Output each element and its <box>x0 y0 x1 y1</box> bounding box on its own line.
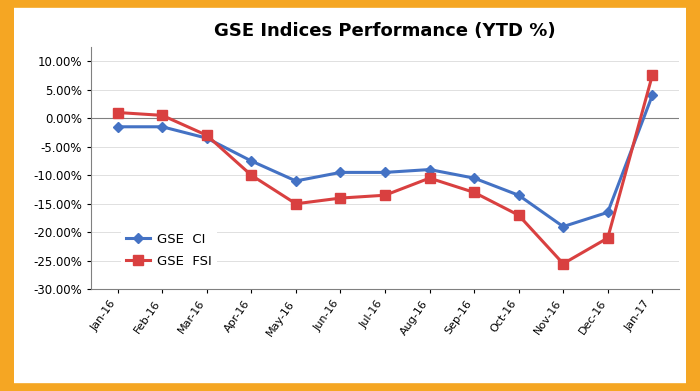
GSE  CI <box>113 124 122 129</box>
Line: GSE  FSI: GSE FSI <box>113 71 657 269</box>
GSE  FSI <box>158 113 167 118</box>
GSE  CI <box>202 136 211 140</box>
GSE  CI <box>247 159 256 163</box>
Line: GSE  CI: GSE CI <box>114 91 656 230</box>
GSE  CI <box>292 179 300 183</box>
GSE  CI <box>336 170 344 175</box>
GSE  CI <box>603 210 612 215</box>
GSE  CI <box>158 124 167 129</box>
GSE  FSI <box>514 213 523 217</box>
GSE  CI <box>426 167 434 172</box>
GSE  FSI <box>202 133 211 138</box>
GSE  FSI <box>381 193 389 197</box>
GSE  FSI <box>292 201 300 206</box>
GSE  FSI <box>559 261 568 266</box>
Title: GSE Indices Performance (YTD %): GSE Indices Performance (YTD %) <box>214 22 556 40</box>
GSE  CI <box>381 170 389 175</box>
GSE  FSI <box>113 110 122 115</box>
GSE  FSI <box>247 173 256 178</box>
GSE  CI <box>559 224 568 229</box>
GSE  FSI <box>603 236 612 240</box>
GSE  CI <box>470 176 478 181</box>
Legend: GSE  CI, GSE  FSI: GSE CI, GSE FSI <box>121 227 217 273</box>
GSE  FSI <box>470 190 478 195</box>
GSE  CI <box>648 93 657 98</box>
GSE  FSI <box>648 73 657 78</box>
GSE  CI <box>514 193 523 197</box>
GSE  FSI <box>336 196 344 201</box>
GSE  FSI <box>426 176 434 181</box>
